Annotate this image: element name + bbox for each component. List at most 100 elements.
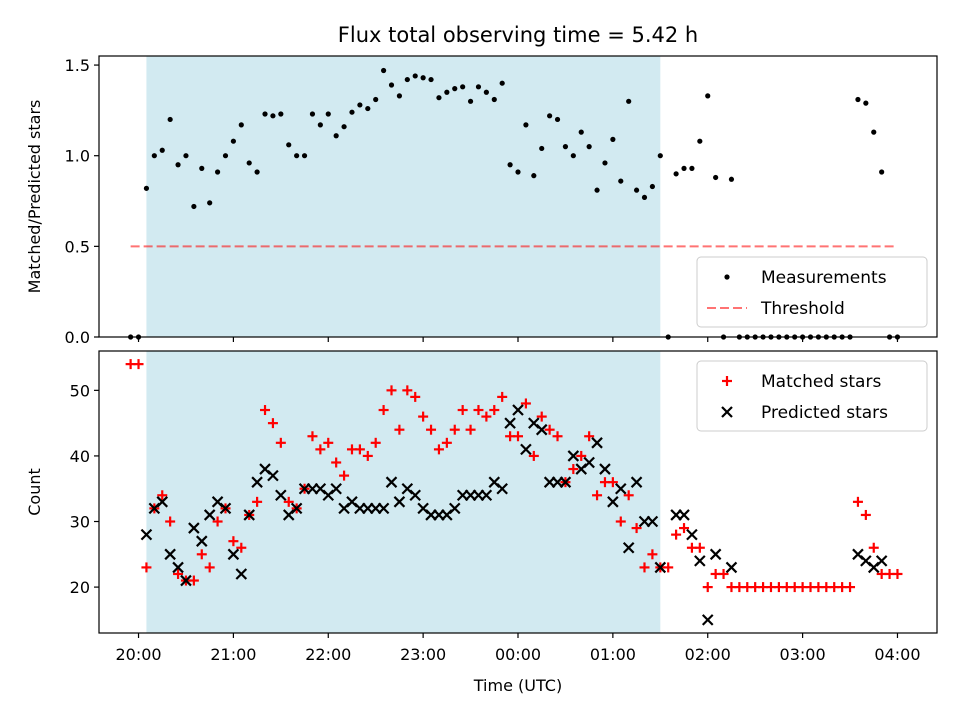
measurement-point: [626, 98, 632, 104]
predicted-star-point: [559, 476, 572, 488]
measurement-point: [167, 116, 173, 123]
matched-star-point: [410, 391, 421, 402]
x-b: [520, 443, 532, 456]
predicted-star-point: [275, 489, 287, 502]
measurement-point: [159, 147, 165, 153]
series-matched-stars: [125, 359, 903, 593]
predicted-star-point: [243, 509, 255, 521]
legend-marker-plus: [722, 376, 732, 386]
measurement-point: [610, 136, 616, 142]
matched-star-point: [497, 391, 508, 402]
x-b: [622, 541, 635, 554]
x-b: [401, 482, 414, 495]
matched-star-point: [465, 424, 476, 435]
x-b: [195, 535, 208, 547]
x-b: [583, 456, 595, 469]
x-b: [599, 463, 611, 475]
x-b: [203, 509, 216, 521]
measurement-point: [515, 169, 521, 175]
measurement-point: [199, 165, 205, 171]
measurement-point: [507, 162, 513, 168]
measurement-point: [649, 183, 655, 190]
matched-star-point: [679, 523, 690, 534]
measurement-point: [341, 124, 347, 130]
top-plot-panel: 0.0 0.5 1.0 1.5 Matched/Predicted stars Measu…: [25, 55, 938, 347]
measurement-point: [270, 113, 276, 119]
predicted-star-point: [725, 561, 738, 574]
y-tick-label: 50: [70, 381, 90, 400]
measurement-point: [373, 96, 379, 103]
x-b: [512, 404, 524, 416]
matched-star-point: [544, 424, 555, 435]
predicted-star-point: [180, 574, 192, 587]
x-b: [330, 482, 342, 495]
measurement-point: [175, 162, 181, 168]
matched-star-point: [639, 562, 650, 573]
measurement-point: [404, 76, 410, 83]
predicted-star-point: [235, 568, 248, 580]
matched-star-point: [845, 582, 856, 593]
measurement-point: [570, 153, 576, 159]
matched-star-point: [394, 424, 405, 435]
matched-star-point: [489, 405, 500, 416]
x-b: [480, 489, 493, 502]
matched-star-point: [275, 437, 286, 448]
x-b: [630, 476, 643, 488]
measurement-point: [388, 82, 395, 88]
measurement-point: [705, 93, 711, 99]
measurement-point: [728, 176, 735, 182]
measurement-point: [246, 160, 252, 166]
matched-star-point: [623, 490, 634, 501]
x-tick-label: 02:00: [685, 645, 731, 664]
legend-label: Measurements: [761, 268, 887, 288]
x-b: [393, 496, 406, 508]
matched-star-point: [449, 424, 460, 435]
predicted-star-point: [377, 502, 390, 515]
measurement-point: [420, 75, 426, 81]
legend-box: [696, 360, 928, 432]
x-b: [614, 482, 627, 495]
measurement-point: [697, 138, 703, 144]
matched-star-point: [370, 437, 381, 448]
predicted-star-point: [251, 476, 263, 488]
predicted-star-point: [535, 423, 548, 436]
matched-star-point: [671, 529, 682, 540]
x-tick-label: 04:00: [874, 645, 920, 664]
matched-star-point: [892, 568, 903, 579]
predicted-star-point: [195, 535, 208, 547]
measurement-point: [657, 153, 663, 159]
measurement-point: [396, 93, 403, 99]
x-b: [607, 496, 619, 508]
matched-star-point: [513, 431, 523, 442]
predicted-star-point: [156, 496, 169, 508]
measurement-point: [586, 144, 592, 150]
x-tick-label: 01:00: [590, 645, 636, 664]
legend-label: Matched stars: [761, 372, 881, 392]
measurement-point: [191, 203, 197, 210]
matched-star-point: [188, 575, 199, 586]
measurement-point: [317, 122, 323, 128]
matched-star-point: [647, 549, 658, 560]
x-axis-label: Time (UTC): [473, 676, 562, 695]
figure-title: Flux total observing time = 5.42 h: [338, 23, 698, 47]
measurement-point: [183, 153, 189, 159]
measurement-point: [554, 116, 561, 123]
predicted-star-point: [219, 502, 232, 515]
predicted-star-point: [583, 456, 595, 469]
x-b: [686, 528, 698, 541]
measurement-point: [594, 187, 600, 193]
matched-star-point: [204, 562, 215, 573]
measurement-point: [863, 100, 869, 106]
measurement-point: [871, 129, 877, 135]
matched-star-point: [568, 464, 579, 475]
x-b: [377, 502, 390, 515]
matched-star-point: [260, 405, 271, 416]
measurement-point: [278, 111, 284, 117]
measurement-point: [381, 67, 387, 74]
predicted-star-point: [520, 443, 532, 456]
measurement-point: [325, 111, 331, 117]
predicted-star-point: [614, 482, 627, 495]
predicted-star-point: [622, 541, 635, 554]
predicted-star-point: [875, 555, 888, 567]
x-b: [219, 502, 232, 515]
